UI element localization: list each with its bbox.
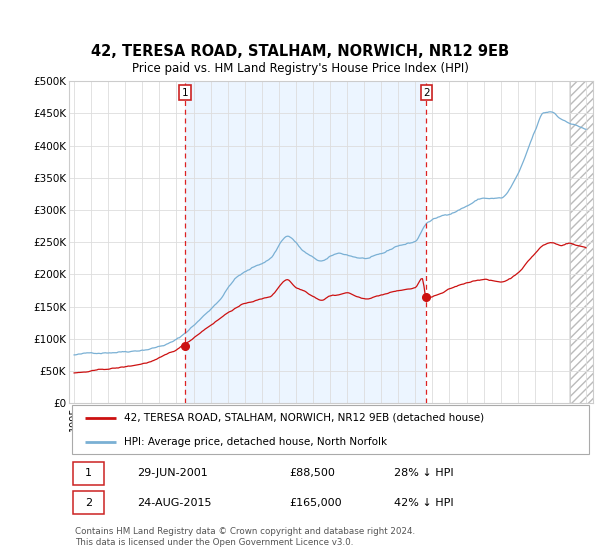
Text: 1: 1 [85,468,92,478]
Text: Contains HM Land Registry data © Crown copyright and database right 2024.
This d: Contains HM Land Registry data © Crown c… [75,528,415,547]
Text: 2: 2 [423,88,430,98]
Text: 29-JUN-2001: 29-JUN-2001 [137,468,208,478]
Bar [185,81,427,403]
Text: Price paid vs. HM Land Registry's House Price Index (HPI): Price paid vs. HM Land Registry's House … [131,62,469,75]
FancyBboxPatch shape [73,461,104,485]
Text: 42, TERESA ROAD, STALHAM, NORWICH, NR12 9EB: 42, TERESA ROAD, STALHAM, NORWICH, NR12 … [91,44,509,59]
Text: 42% ↓ HPI: 42% ↓ HPI [394,498,454,508]
Text: 24-AUG-2015: 24-AUG-2015 [137,498,212,508]
Text: HPI: Average price, detached house, North Norfolk: HPI: Average price, detached house, Nort… [124,436,387,446]
Text: £165,000: £165,000 [289,498,341,508]
Text: £88,500: £88,500 [289,468,335,478]
Bar [570,81,600,403]
Text: 28% ↓ HPI: 28% ↓ HPI [394,468,454,478]
FancyBboxPatch shape [73,491,104,514]
Text: 1: 1 [182,88,188,98]
Text: 42, TERESA ROAD, STALHAM, NORWICH, NR12 9EB (detached house): 42, TERESA ROAD, STALHAM, NORWICH, NR12 … [124,413,484,423]
Text: 2: 2 [85,498,92,508]
FancyBboxPatch shape [71,405,589,454]
